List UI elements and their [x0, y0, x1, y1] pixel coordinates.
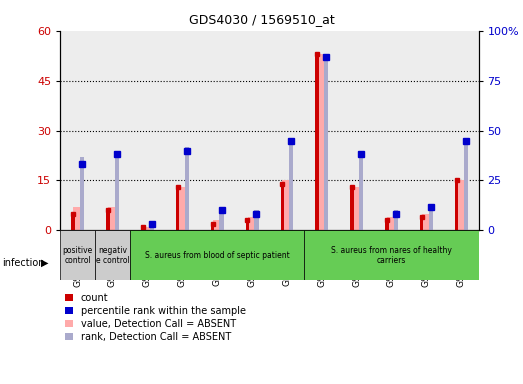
Text: infection: infection — [3, 258, 45, 268]
Text: negativ
e control: negativ e control — [96, 246, 129, 265]
Bar — [315, 54, 319, 230]
Bar — [429, 207, 433, 230]
Bar — [176, 187, 179, 230]
Bar — [304, 230, 479, 280]
Bar — [352, 187, 361, 230]
Bar — [457, 180, 465, 230]
Text: GDS4030 / 1569510_at: GDS4030 / 1569510_at — [189, 13, 334, 26]
Bar — [108, 207, 117, 230]
Bar — [247, 217, 256, 230]
Bar — [80, 157, 84, 230]
Bar — [165, 31, 200, 230]
Bar — [282, 180, 291, 230]
Bar — [317, 54, 326, 230]
Text: S. aureus from nares of healthy
carriers: S. aureus from nares of healthy carriers — [331, 246, 452, 265]
Bar — [289, 141, 293, 230]
Text: S. aureus from blood of septic patient: S. aureus from blood of septic patient — [145, 251, 289, 260]
Bar — [141, 227, 144, 230]
Bar — [115, 154, 119, 230]
Bar — [150, 224, 154, 230]
Bar — [213, 220, 221, 230]
Bar — [60, 230, 95, 280]
Bar — [394, 210, 398, 230]
Bar — [444, 31, 479, 230]
Bar — [106, 210, 110, 230]
Bar — [220, 210, 224, 230]
Bar — [269, 31, 304, 230]
Bar — [200, 31, 234, 230]
Bar — [422, 214, 430, 230]
Bar — [130, 31, 165, 230]
Bar — [304, 31, 339, 230]
Bar — [234, 31, 269, 230]
Text: positive
control: positive control — [62, 246, 93, 265]
Bar — [211, 224, 214, 230]
Legend: count, percentile rank within the sample, value, Detection Call = ABSENT, rank, : count, percentile rank within the sample… — [65, 293, 246, 342]
Bar — [246, 220, 249, 230]
Bar — [455, 180, 458, 230]
Bar — [374, 31, 409, 230]
Bar — [185, 147, 189, 230]
Bar — [387, 217, 396, 230]
Bar — [359, 154, 363, 230]
Bar — [130, 230, 304, 280]
Bar — [324, 57, 328, 230]
Bar — [254, 210, 258, 230]
Bar — [73, 207, 82, 230]
Bar — [280, 184, 284, 230]
Bar — [350, 187, 354, 230]
Bar — [95, 31, 130, 230]
Bar — [385, 220, 389, 230]
Bar — [339, 31, 374, 230]
Bar — [143, 227, 152, 230]
Bar — [409, 31, 444, 230]
Bar — [420, 217, 424, 230]
Bar — [95, 230, 130, 280]
Bar — [178, 187, 187, 230]
Text: ▶: ▶ — [41, 258, 48, 268]
Bar — [60, 31, 95, 230]
Bar — [71, 214, 75, 230]
Bar — [463, 141, 468, 230]
